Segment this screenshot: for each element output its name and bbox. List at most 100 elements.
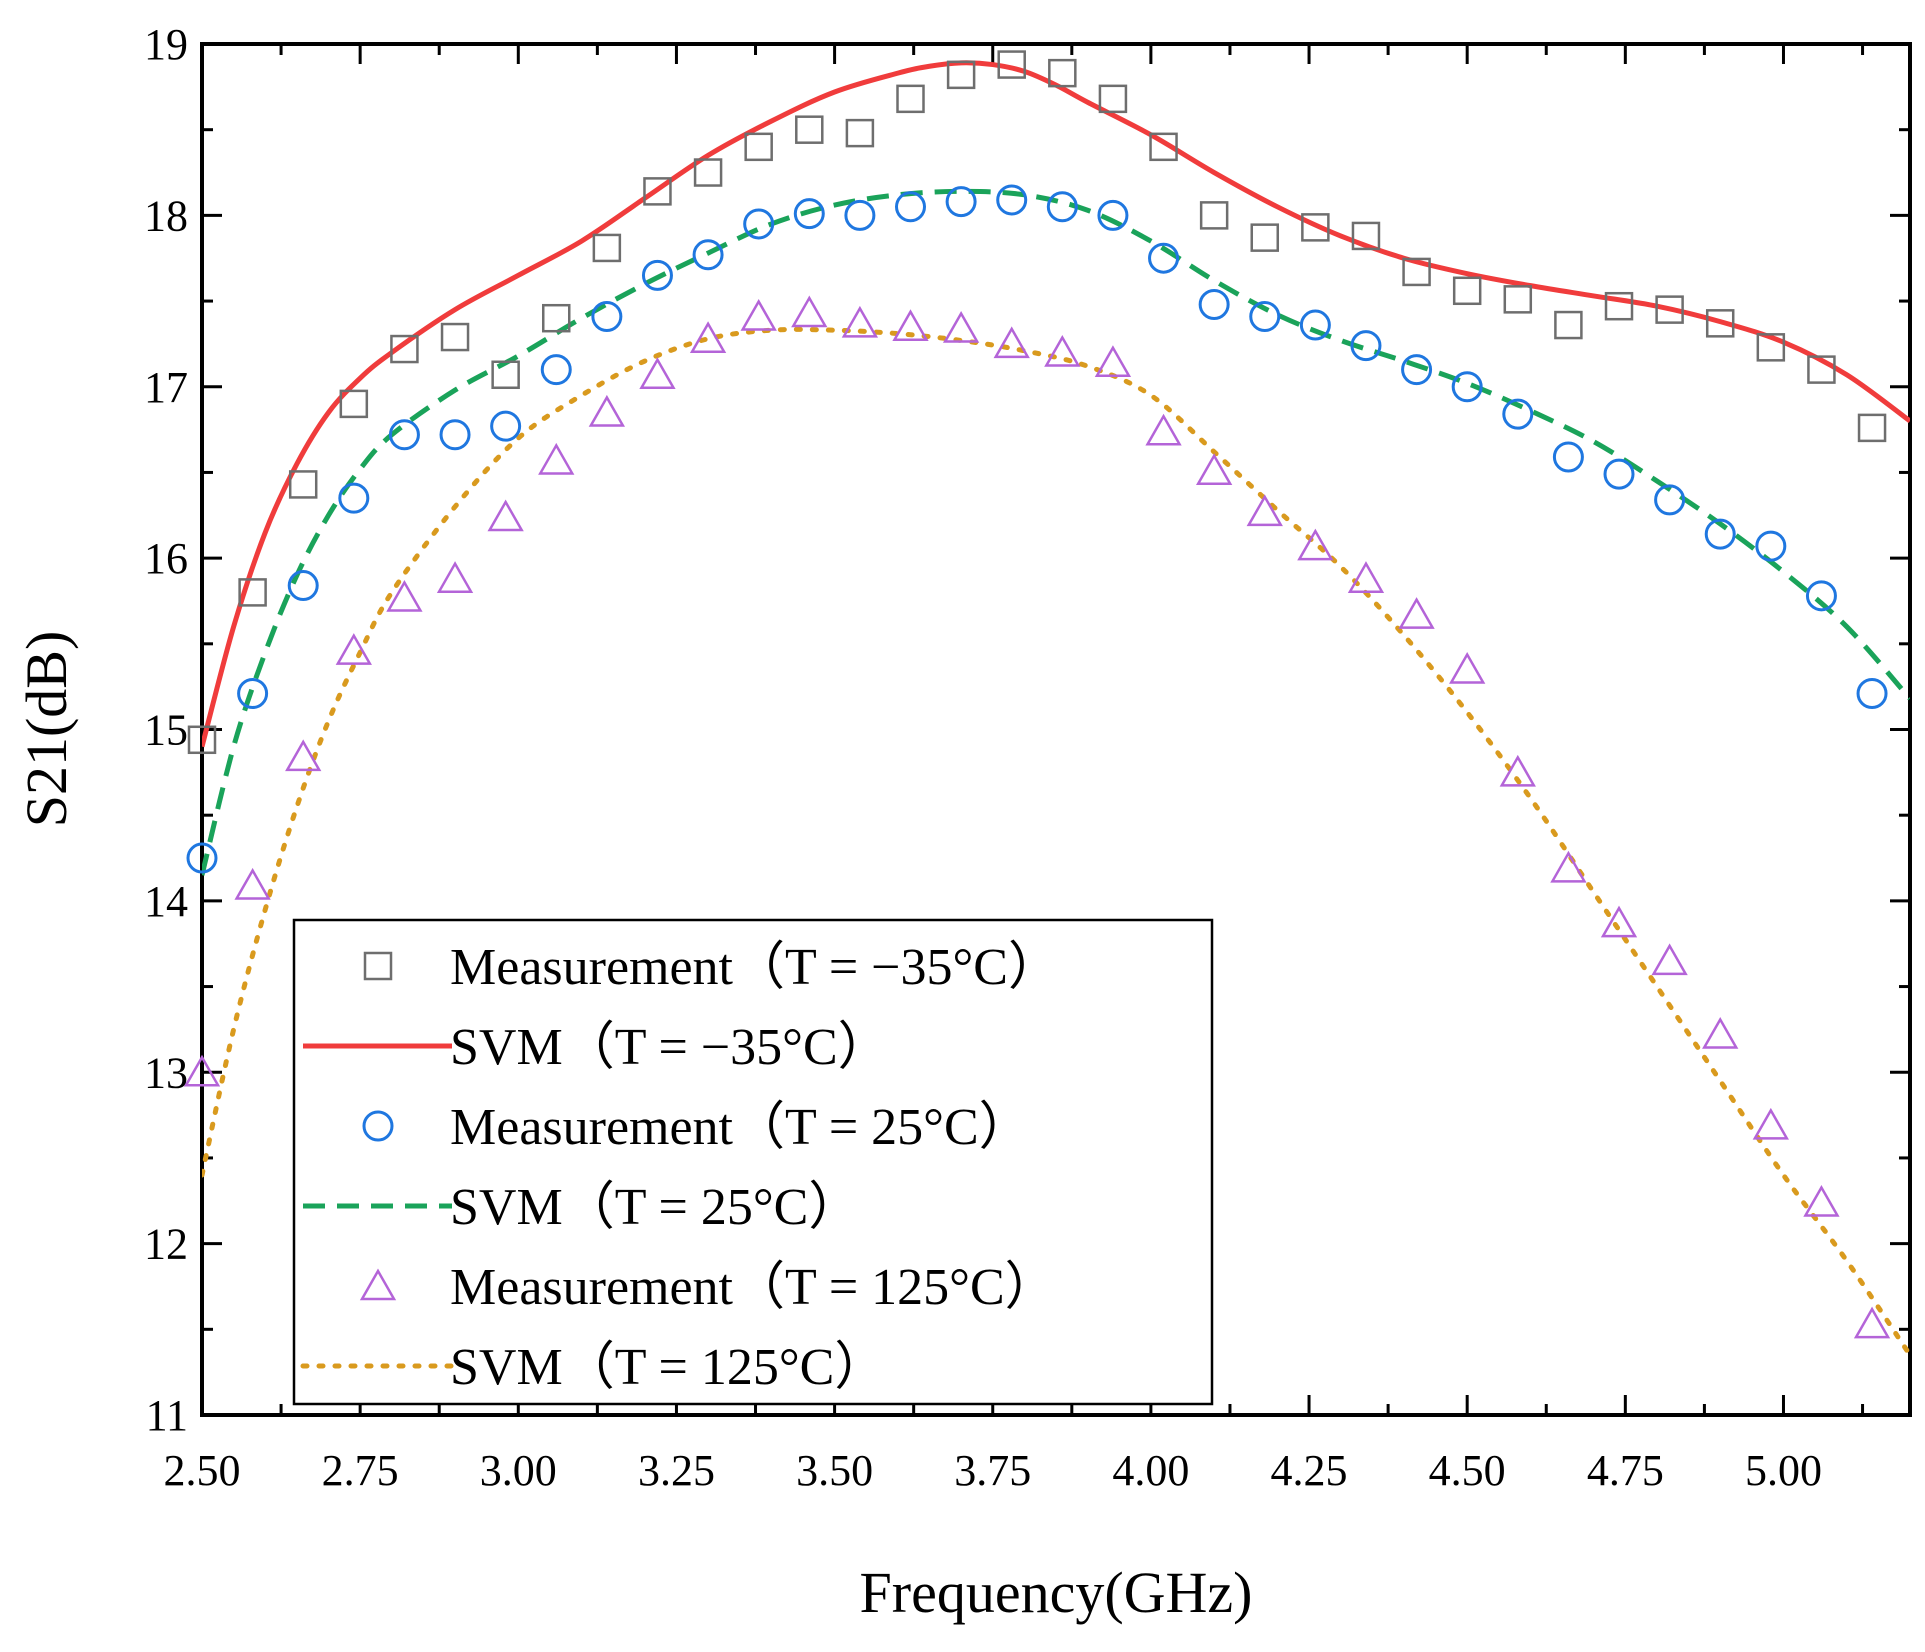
data-point [996,184,1028,216]
x-tick-label: 2.75 [322,1446,399,1495]
data-point [285,739,322,772]
data-point [390,334,419,364]
data-point [841,305,879,338]
series-line [202,326,1910,1358]
data-point [845,118,875,148]
data-point [1149,132,1178,162]
y-tick-label: 19 [144,20,188,69]
data-point [1853,1306,1891,1339]
data-point [1350,330,1382,362]
data-point [1048,58,1077,88]
series-line [202,188,1910,876]
data-point [491,360,520,390]
data-point [1148,242,1180,274]
data-point [689,321,727,354]
data-point [896,84,925,114]
series-line-group [202,60,1910,748]
data-point [1097,199,1129,231]
data-point [1554,310,1583,340]
data-point [1756,333,1786,362]
data-point [1503,285,1533,314]
x-tick-label: 3.50 [796,1446,873,1495]
y-tick-label: 14 [144,877,188,926]
data-point [1604,291,1634,321]
y-tick-label: 18 [144,191,188,240]
x-tick-label: 4.75 [1587,1446,1664,1495]
data-point [1752,1107,1789,1140]
data-point [237,678,269,710]
data-point [338,482,370,514]
data-point [692,239,724,271]
x-tick-label: 3.75 [954,1446,1031,1495]
data-point [892,309,929,342]
data-point [542,303,571,333]
data-point [1702,1017,1739,1049]
data-point [791,295,828,328]
data-point [186,842,218,874]
data-point [1550,850,1587,883]
data-point [740,298,777,331]
data-point [287,570,319,602]
legend-swatches [300,951,455,1369]
x-tick-label: 4.00 [1112,1446,1189,1495]
y-axis-ticks: 11 12 13 14 15 16 17 18 19 [144,20,1910,1440]
x-tick-label: 4.25 [1271,1446,1348,1495]
y-tick-label: 11 [146,1391,188,1440]
legend-label-svm-125: SVM（T = 125°C） [450,1339,886,1396]
data-point [743,208,775,240]
data-point [1654,484,1686,516]
data-point [942,310,980,343]
data-point [1195,453,1233,485]
x-tick-label: 3.00 [480,1446,557,1495]
legend-marker [359,1268,397,1301]
data-point [1651,943,1688,976]
data-point [1451,371,1483,403]
series-marker-group [186,184,1888,874]
data-point [386,580,423,612]
data-point [639,357,676,390]
data-point [1098,84,1128,114]
data-point [1094,345,1132,378]
data-point [1402,257,1431,287]
data-point [440,322,470,352]
y-tick-label: 12 [144,1220,188,1269]
data-point [436,561,474,593]
data-point [540,354,572,386]
data-point [1449,651,1486,684]
data-point [1250,223,1280,252]
data-point [1249,300,1281,332]
legend-marker [362,1110,394,1142]
data-point [1803,1184,1840,1217]
legend-label-meas-25: Measurement（T = 25°C） [450,1099,1031,1156]
data-point [588,394,626,427]
data-point [1704,518,1736,550]
data-point [1807,355,1836,384]
data-point [793,198,825,230]
data-point [538,442,575,475]
series-marker-group [187,50,1887,755]
data-point [234,867,271,900]
data-point [1452,276,1482,306]
data-point [1603,458,1635,490]
legend-label-meas-n35: Measurement（T = −35°C） [450,939,1060,996]
legend-box [292,918,1214,1406]
data-point [997,50,1026,79]
y-tick-label: 15 [144,706,188,755]
data-point [1805,580,1837,612]
legend-label-meas-125: Measurement（T = 125°C） [450,1259,1057,1316]
data-point [1755,530,1787,562]
data-point [1552,441,1584,473]
data-point [1655,295,1684,324]
x-tick-label: 3.25 [638,1446,715,1495]
data-point [1351,221,1381,251]
data-point [693,158,723,187]
series-line [202,60,1910,748]
data-point [993,326,1030,359]
y-tick-label: 16 [144,534,188,583]
data-point [946,60,976,90]
data-point [1246,494,1283,527]
data-point [183,1054,221,1087]
data-point [1600,905,1638,938]
data-point [1297,528,1334,561]
